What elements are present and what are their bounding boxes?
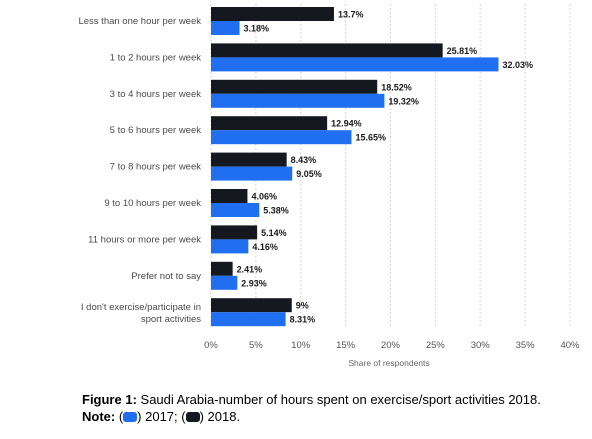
bar-2018 <box>211 152 287 167</box>
data-label-2018: 5.14% <box>261 228 287 238</box>
bar-2017 <box>211 312 286 327</box>
x-tick-label: 40% <box>560 340 580 351</box>
data-label-2018: 18.52% <box>381 82 412 92</box>
category-label: Prefer not to say <box>131 271 201 282</box>
category-label: 5 to 6 hours per week <box>110 125 202 136</box>
legend-swatch-2018 <box>185 412 200 422</box>
data-label-2018: 2.41% <box>237 264 263 274</box>
data-label-2017: 9.05% <box>296 169 322 179</box>
x-tick-label: 25% <box>426 340 446 351</box>
category-label: I don't exercise/participate in sport act… <box>81 302 201 325</box>
bar-2017 <box>211 93 385 108</box>
category-label: Less than one hour per week <box>78 16 201 27</box>
category-label: 9 to 10 hours per week <box>104 198 201 209</box>
data-label-2017: 5.38% <box>263 206 289 216</box>
legend-swatch-2017 <box>123 412 138 422</box>
bar-2017 <box>211 203 260 217</box>
bar-chart: 0% 5% 10% 15% 20% 25% 30% 35% 40% Share of respon… <box>78 4 580 368</box>
bar-2018 <box>211 189 248 203</box>
data-label-2018: 12.94% <box>331 119 362 129</box>
data-label-2018: 25.81% <box>447 46 478 56</box>
bar-2017 <box>211 21 240 35</box>
bar-2018 <box>211 261 233 276</box>
figure-label: Figure 1: <box>82 392 137 407</box>
x-tick-label: 0% <box>204 340 218 351</box>
x-tick-label: 20% <box>381 340 401 351</box>
data-label-2018: 8.43% <box>291 155 317 165</box>
figure-caption: Figure 1: Saudi Arabia-number of hours s… <box>82 392 541 407</box>
figure-note: Note: ( ) 2017; ( ) 2018. <box>82 409 240 424</box>
x-tick-label: 35% <box>516 340 536 351</box>
bar-2018 <box>211 7 334 21</box>
x-tick-label: 10% <box>291 340 311 351</box>
bar-2017 <box>211 57 499 72</box>
bar-2018 <box>211 43 443 58</box>
bar-2017 <box>211 239 249 254</box>
category-label: 7 to 8 hours per week <box>110 162 202 173</box>
data-label-2018: 4.06% <box>251 192 277 202</box>
note-end: ) 2018. <box>199 409 241 424</box>
data-label-2017: 32.03% <box>502 60 533 70</box>
data-label-2017: 4.16% <box>252 242 278 252</box>
data-label-2017: 8.31% <box>290 315 316 325</box>
bar-2017 <box>211 130 352 145</box>
bar-2018 <box>211 225 258 240</box>
data-label-2017: 15.65% <box>355 133 386 143</box>
data-label-2017: 19.32% <box>388 96 419 106</box>
bar-2018 <box>211 298 292 313</box>
data-label-2018: 13.7% <box>338 10 364 20</box>
x-tick-label: 15% <box>336 340 356 351</box>
category-label: 11 hours or more per week <box>88 234 201 245</box>
figure-text: Saudi Arabia-number of hours spent on ex… <box>136 392 541 407</box>
note-label: Note: <box>82 409 116 424</box>
data-label-2017: 3.18% <box>244 24 270 34</box>
bar-2017 <box>211 275 238 290</box>
data-label-2017: 2.93% <box>241 278 267 288</box>
category-label: 3 to 4 hours per week <box>110 89 202 100</box>
bar-2017 <box>211 166 293 181</box>
data-label-2018: 9% <box>296 301 309 311</box>
bar-2018 <box>211 116 328 131</box>
note-open: ( <box>115 409 124 424</box>
x-tick-label: 30% <box>471 340 491 351</box>
bar-2018 <box>211 79 378 94</box>
x-axis-title: Share of respondents <box>348 358 429 368</box>
category-label: 1 to 2 hours per week <box>110 52 202 63</box>
note-mid: ) 2017; ( <box>137 409 186 424</box>
x-tick-label: 5% <box>249 340 263 351</box>
